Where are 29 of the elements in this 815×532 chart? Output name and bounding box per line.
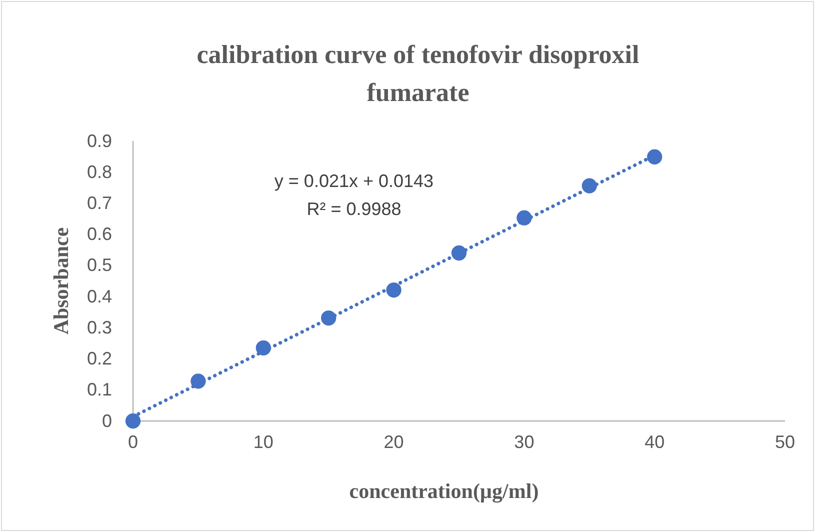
- chart-title: calibration curve of tenofovir disoproxil fumarate: [196, 40, 640, 107]
- point: [125, 413, 141, 429]
- x-tick-label: 50: [774, 432, 796, 452]
- y-tick-label: 0.3: [86, 317, 112, 338]
- point: [386, 282, 402, 298]
- point: [647, 149, 662, 164]
- annotation: y = 0.021x + 0.0143 R² = 0.9988: [274, 171, 434, 219]
- x-tick-label: 20: [384, 432, 404, 452]
- point: [451, 245, 467, 261]
- y-tick-label: 0.9: [86, 130, 112, 151]
- y-tick-label: 0.6: [86, 224, 112, 244]
- y-tick-label: 0.1: [86, 380, 112, 400]
- x-tick-label: 10: [253, 432, 274, 452]
- y-tick-label: 0.7: [86, 192, 112, 213]
- y-tick-label: 0: [102, 410, 112, 431]
- point: [516, 210, 532, 226]
- x-tick-label: 40: [644, 432, 665, 452]
- point: [256, 340, 271, 356]
- point: [190, 374, 206, 389]
- point: [582, 178, 597, 194]
- y-tick-label: 0.5: [86, 255, 112, 276]
- x-tick-label: 30: [514, 432, 534, 452]
- x-axis-title: concentration(µg/ml): [349, 479, 539, 503]
- y-tick-label: 0.4: [86, 286, 112, 306]
- point: [321, 310, 336, 326]
- y-tick-label: 0.8: [86, 162, 112, 182]
- x-tick-label: 0: [128, 432, 138, 452]
- y-axis-title: Absorbance: [49, 227, 73, 335]
- y-tick-label: 0.2: [86, 348, 112, 369]
